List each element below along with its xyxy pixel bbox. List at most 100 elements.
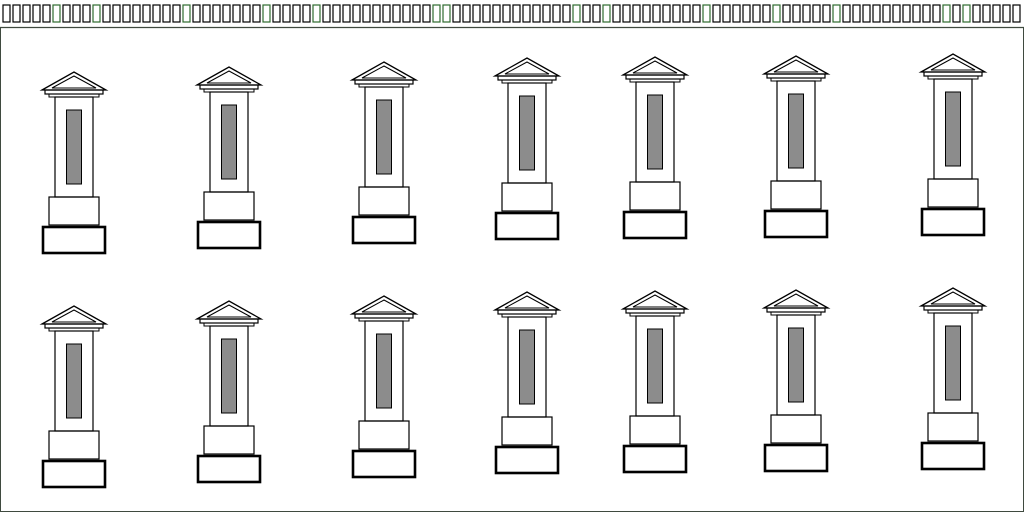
pillar-plinth: [358, 186, 410, 216]
pillar-cap-base: [44, 89, 104, 95]
pillar-roof: [620, 290, 690, 310]
border-rect: [672, 4, 681, 23]
pillar-cap-base: [766, 73, 826, 79]
pillar-roof: [620, 56, 690, 76]
border-rect: [102, 4, 111, 23]
pillar-base: [351, 215, 417, 245]
pillar-plinth: [501, 416, 553, 446]
border-rect: [122, 4, 131, 23]
pillar-panel: [945, 325, 961, 401]
border-rect: [942, 4, 951, 23]
pillar: [918, 287, 988, 471]
border-rect: [442, 4, 451, 23]
border-rect: [62, 4, 71, 23]
pillar-base: [351, 449, 417, 479]
border-rect: [862, 4, 871, 23]
pillar-roof: [349, 295, 419, 315]
pillar-roof: [918, 53, 988, 73]
pillar-roof: [194, 300, 264, 320]
border-rect: [712, 4, 721, 23]
border-rect: [512, 4, 521, 23]
pillar-panel: [221, 338, 237, 414]
pillar-plinth: [927, 178, 979, 208]
border-rect: [432, 4, 441, 23]
border-rect: [762, 4, 771, 23]
drawing-frame: [0, 26, 1024, 512]
border-rect: [1002, 4, 1011, 23]
border-rect: [702, 4, 711, 23]
pillar-base: [920, 441, 986, 471]
border-rect: [182, 4, 191, 23]
pillar-plinth: [927, 412, 979, 442]
border-rect: [322, 4, 331, 23]
pillar-plinth: [48, 430, 100, 460]
border-rect: [1012, 4, 1021, 23]
pillar-roof-inner: [206, 70, 252, 84]
pillar-roof: [492, 57, 562, 77]
border-rect: [232, 4, 241, 23]
border-rect: [802, 4, 811, 23]
pillar-roof: [39, 305, 109, 325]
border-rect: [732, 4, 741, 23]
border-rect: [882, 4, 891, 23]
pillar-cap-base: [354, 79, 414, 85]
pillar-roof-inner: [930, 57, 976, 71]
border-rect: [982, 4, 991, 23]
border-rect: [682, 4, 691, 23]
border-rect: [352, 4, 361, 23]
border-rect: [342, 4, 351, 23]
border-rect: [472, 4, 481, 23]
pillar-base: [196, 220, 262, 250]
pillar-plinth: [629, 181, 681, 211]
border-rect: [92, 4, 101, 23]
border-rect: [2, 4, 11, 23]
border-rect: [892, 4, 901, 23]
border-rect: [662, 4, 671, 23]
border-rect: [872, 4, 881, 23]
pillar-panel: [221, 104, 237, 180]
border-rect: [542, 4, 551, 23]
pillar-roof: [349, 61, 419, 81]
border-rect: [142, 4, 151, 23]
border-rect: [12, 4, 21, 23]
pillar-roof-inner: [632, 294, 678, 308]
border-rect: [602, 4, 611, 23]
border-rect: [22, 4, 31, 23]
border-rect: [612, 4, 621, 23]
pillar-roof: [761, 55, 831, 75]
border-rect: [992, 4, 1001, 23]
border-rect: [42, 4, 51, 23]
pillar-base: [494, 211, 560, 241]
border-rect: [222, 4, 231, 23]
pillar-base: [41, 225, 107, 255]
pillar-base: [622, 210, 688, 240]
pillar-cap-base: [923, 71, 983, 77]
pillar-roof-inner: [930, 291, 976, 305]
border-rect: [212, 4, 221, 23]
pillar-base: [622, 444, 688, 474]
pillar-roof-inner: [632, 60, 678, 74]
border-rect: [132, 4, 141, 23]
pillar-roof: [492, 291, 562, 311]
pillar-plinth: [203, 425, 255, 455]
border-rect: [172, 4, 181, 23]
border-rect: [192, 4, 201, 23]
border-rect: [632, 4, 641, 23]
border-rect: [752, 4, 761, 23]
pillar: [761, 55, 831, 239]
border-rect: [842, 4, 851, 23]
border-rect: [482, 4, 491, 23]
pillar-grid: [39, 53, 988, 489]
pillar-plinth: [770, 414, 822, 444]
border-rect: [452, 4, 461, 23]
border-rect: [202, 4, 211, 23]
border-rect: [262, 4, 271, 23]
pillar: [349, 295, 419, 479]
pillar-roof-inner: [504, 61, 550, 75]
border-rect: [72, 4, 81, 23]
border-rect: [52, 4, 61, 23]
border-rect: [522, 4, 531, 23]
border-rect: [962, 4, 971, 23]
border-rect: [462, 4, 471, 23]
